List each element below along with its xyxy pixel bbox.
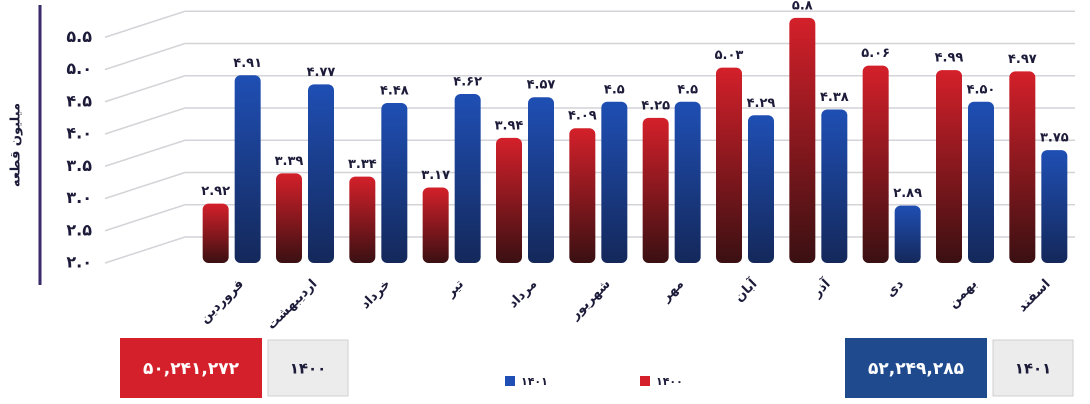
bar [642,117,669,263]
bar [528,97,554,263]
bar [381,103,408,263]
total-value: ۵۲,۲۴۹,۲۸۵ [868,359,964,379]
value-label: ۴.۰۹ [568,109,597,124]
value-label: ۴.۹۱ [233,56,262,71]
value-label: ۴.۵ [604,82,625,97]
value-label: ۴.۷۷ [307,65,336,80]
legend-swatch [505,376,515,386]
value-label: ۴.۳۸ [820,90,849,105]
grid-line [104,171,1075,200]
grid-line [104,10,1075,38]
value-label: ۴.۵۷ [527,78,556,93]
x-tick-label: فروردین [197,277,247,327]
grid-line [104,204,1075,232]
value-label: ۵.۰۶ [861,46,890,61]
y-tick-label: ۳.۰ [66,188,92,207]
bar [601,101,628,263]
bar [1041,150,1068,263]
value-label: ۲.۹۲ [201,184,230,199]
x-tick-label: آبان [730,275,760,305]
value-label: ۴.۲۵ [641,98,670,113]
bar [496,137,522,263]
bar [862,65,889,263]
bar [716,67,742,263]
value-label: ۵.۰۳ [715,48,744,63]
bar [1009,71,1036,263]
total-box [120,338,262,398]
value-label: ۴.۵ [677,82,698,97]
y-tick-label: ۴.۰ [66,124,92,143]
grid-line [104,42,1075,71]
x-tick-label: شهریور [567,277,614,324]
bar [936,70,962,264]
year-box [267,339,349,397]
total-box [845,338,987,398]
x-tick-label: تیر [443,277,467,301]
x-tick-label: اردیبهشت [264,277,320,333]
x-tick-label: اسفند [1015,277,1053,315]
grid-line [104,75,1075,103]
value-label: ۴.۹۷ [1008,52,1037,67]
total-value: ۵۰,۲۴۱,۲۷۲ [143,359,240,379]
value-label: ۳.۱۷ [421,168,450,183]
value-label: ۴.۴۸ [380,84,409,99]
grid-line [104,107,1075,135]
value-label: ۲.۸۹ [893,186,922,201]
bar [308,84,334,264]
bar [234,75,261,264]
bar [454,94,481,263]
x-tick-label: بهمن [946,277,981,312]
bar [422,187,449,263]
bar [202,203,229,263]
year-label: ۱۴۰۱ [1015,360,1052,378]
grid-line [104,236,1075,264]
bar [674,101,701,263]
bar [894,205,921,263]
value-label: ۵.۸ [792,0,813,13]
value-label: ۳.۷۵ [1040,131,1069,146]
y-axis-label: میلیون قطعه [9,103,24,187]
year-label: ۱۴۰۰ [290,360,327,378]
bar [276,173,302,263]
legend-label: ۱۴۰۱ [521,375,548,388]
y-tick-label: ۲.۰ [66,253,92,272]
year-box [992,339,1074,397]
bar [821,109,848,264]
grid-line [104,139,1075,167]
value-label: ۳.۳۹ [275,154,304,169]
bar [569,128,596,263]
value-label: ۴.۲۹ [747,96,776,111]
legend-swatch [640,376,650,386]
value-label: ۳.۹۴ [495,118,524,133]
y-tick-label: ۵.۰ [66,59,92,78]
y-tick-label: ۵.۵ [66,27,92,46]
y-tick-label: ۳.۵ [66,156,92,175]
y-tick-label: ۲.۵ [66,220,92,239]
x-tick-label: مهر [658,277,687,306]
x-tick-label: آذر [808,275,834,301]
bar [748,115,774,263]
bar [968,101,994,263]
x-tick-label: خرداد [358,277,394,313]
bar [349,176,376,263]
x-tick-label: دی [883,276,907,300]
value-label: ۴.۹۹ [935,51,964,66]
bar [789,17,816,264]
legend-label: ۱۴۰۰ [656,375,683,388]
value-label: ۴.۶۲ [453,75,482,90]
x-tick-label: مرداد [506,277,541,312]
value-label: ۴.۵۰ [967,82,996,97]
value-label: ۳.۳۴ [348,157,377,172]
y-tick-label: ۴.۵ [66,91,92,110]
